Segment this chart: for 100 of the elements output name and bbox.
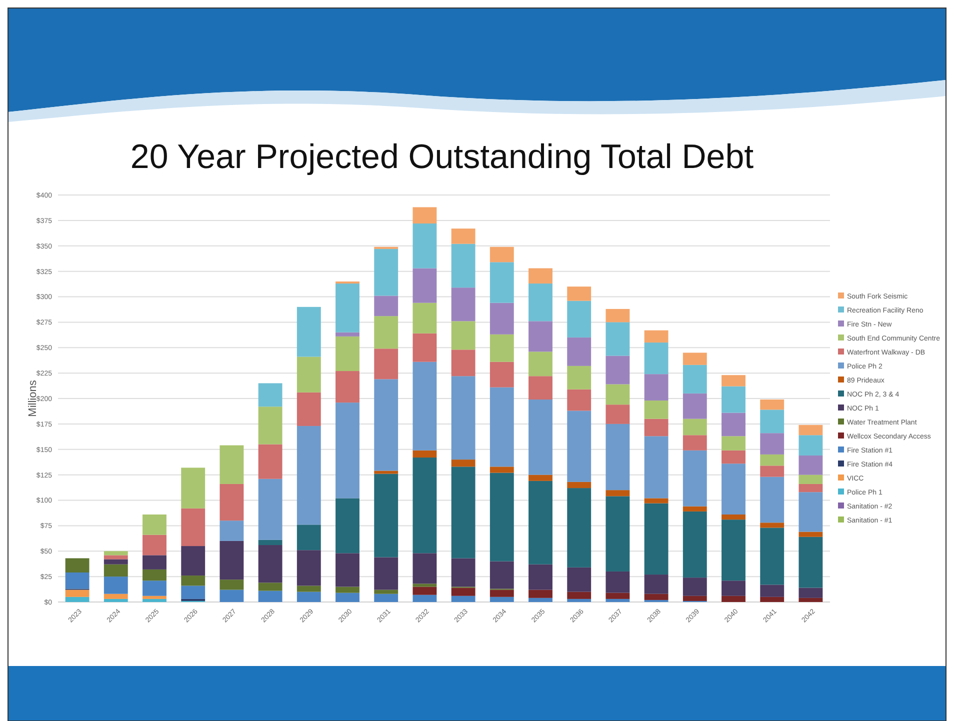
- bar: [374, 474, 398, 558]
- bar: [65, 596, 90, 602]
- bar: [644, 342, 668, 374]
- bar: [374, 248, 398, 296]
- bar: [644, 594, 668, 600]
- bar: [682, 364, 707, 394]
- bar: [220, 484, 244, 521]
- bar: [451, 350, 476, 376]
- bar: [181, 468, 206, 508]
- bar: [374, 470, 398, 474]
- bar: [760, 584, 784, 597]
- bar: [451, 228, 476, 244]
- bar: [567, 598, 592, 602]
- bar: [142, 534, 166, 556]
- bar: [682, 435, 707, 450]
- bar: [490, 362, 514, 388]
- bar: [451, 466, 476, 558]
- bar: [412, 333, 437, 362]
- bar: [490, 596, 514, 602]
- bar: [760, 528, 784, 585]
- bar: [258, 545, 282, 583]
- bar: [798, 484, 823, 492]
- bar: [374, 296, 398, 316]
- bar: [336, 284, 360, 332]
- bar: [528, 474, 552, 481]
- bar: [722, 580, 746, 596]
- bar: [374, 590, 398, 594]
- bar: [606, 592, 630, 599]
- bar: [104, 564, 128, 577]
- bar: [798, 532, 823, 537]
- bar: [798, 435, 823, 456]
- bar: [374, 557, 398, 590]
- bar: [528, 284, 552, 322]
- bar: [528, 321, 552, 352]
- bar: [336, 371, 360, 403]
- bar: [798, 598, 823, 602]
- bar: [682, 450, 707, 506]
- bar: [412, 302, 437, 334]
- bar: [682, 393, 707, 419]
- bar: [104, 559, 128, 564]
- bar: [412, 207, 437, 224]
- bar: [722, 514, 746, 520]
- bar: [296, 592, 321, 602]
- bar: [760, 596, 784, 602]
- bar: [296, 524, 321, 550]
- bar: [258, 383, 282, 407]
- bar: [142, 580, 166, 596]
- bar: [682, 596, 707, 601]
- bar: [567, 488, 592, 568]
- bar: [412, 594, 437, 602]
- bar: [490, 472, 514, 562]
- bar: [336, 402, 360, 498]
- bar: [412, 223, 437, 268]
- bar: [412, 586, 437, 595]
- bar: [374, 379, 398, 471]
- bar: [220, 590, 244, 602]
- bar: [142, 514, 166, 535]
- bar: [644, 574, 668, 594]
- bar: [336, 336, 360, 372]
- bar: [412, 584, 437, 587]
- bar: [567, 592, 592, 599]
- bar: [722, 596, 746, 602]
- bar: [490, 334, 514, 362]
- bar: [760, 400, 784, 410]
- bar: [567, 286, 592, 301]
- bar: [296, 426, 321, 525]
- bar: [722, 412, 746, 436]
- bar: [682, 352, 707, 365]
- bar: [490, 387, 514, 467]
- bar: [412, 450, 437, 458]
- bar: [336, 586, 360, 593]
- bar: [606, 424, 630, 490]
- bar: [490, 246, 514, 262]
- bar: [722, 450, 746, 464]
- bar: [65, 558, 90, 572]
- bar: [258, 590, 282, 602]
- bar: [567, 567, 592, 592]
- bar: [104, 576, 128, 594]
- bar: [258, 444, 282, 479]
- bar: [336, 553, 360, 587]
- bar: [644, 374, 668, 401]
- bar: [451, 460, 476, 467]
- bar: [722, 386, 746, 413]
- bar: [374, 348, 398, 380]
- bar: [451, 288, 476, 322]
- bar: [104, 555, 128, 560]
- bar: [567, 300, 592, 338]
- bar: [567, 410, 592, 482]
- bar: [336, 332, 360, 336]
- bar: [490, 262, 514, 303]
- bar: [760, 433, 784, 454]
- bar: [528, 352, 552, 376]
- bar: [798, 455, 823, 475]
- chart-title: 20 Year Projected Outstanding Total Debt: [130, 138, 754, 176]
- bar: [104, 594, 128, 599]
- bar: [490, 302, 514, 334]
- bar: [606, 598, 630, 602]
- bar: [490, 466, 514, 473]
- bar: [220, 520, 244, 541]
- bar: [104, 551, 128, 556]
